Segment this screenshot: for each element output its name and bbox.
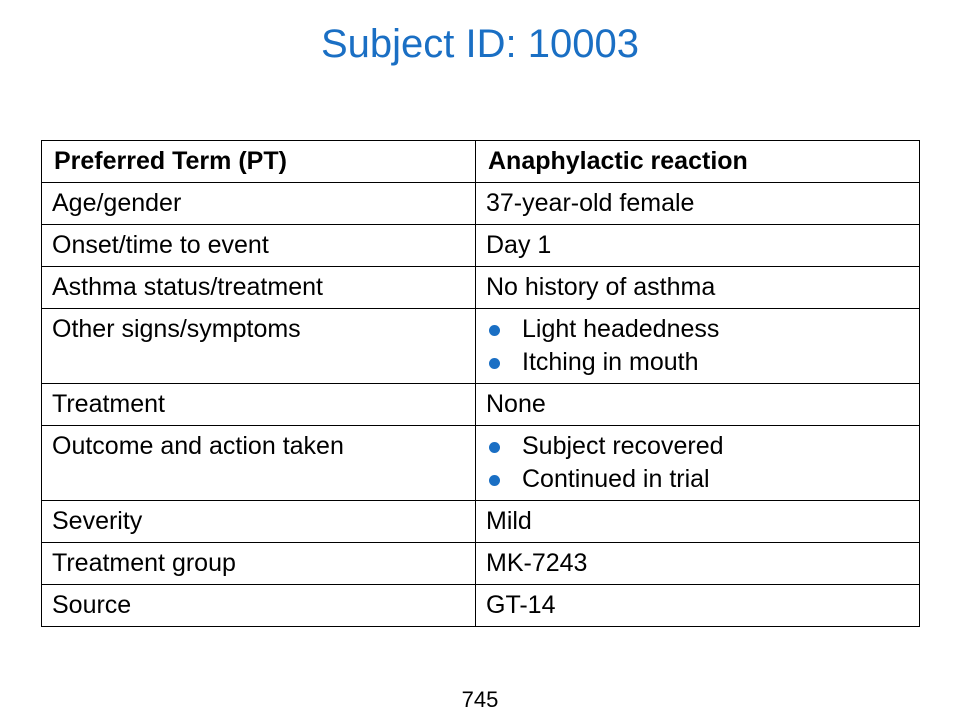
row-label: Treatment group bbox=[41, 542, 476, 585]
row-label: Other signs/symptoms bbox=[41, 308, 476, 384]
bullet-item: Light headedness bbox=[486, 313, 909, 346]
row-label: Asthma status/treatment bbox=[41, 266, 476, 309]
header-preferred-term: Preferred Term (PT) bbox=[41, 140, 476, 183]
row-label: Outcome and action taken bbox=[41, 425, 476, 501]
row-value: GT-14 bbox=[475, 584, 920, 627]
row-value: No history of asthma bbox=[475, 266, 920, 309]
table-row: Source GT-14 bbox=[41, 584, 920, 627]
row-label: Treatment bbox=[41, 383, 476, 426]
row-value: 37-year-old female bbox=[475, 182, 920, 225]
row-value: None bbox=[475, 383, 920, 426]
row-value: Subject recovered Continued in trial bbox=[475, 425, 920, 501]
row-value: Light headedness Itching in mouth bbox=[475, 308, 920, 384]
row-label: Age/gender bbox=[41, 182, 476, 225]
row-label: Severity bbox=[41, 500, 476, 543]
table-row: Age/gender 37-year-old female bbox=[41, 182, 920, 225]
row-value: Mild bbox=[475, 500, 920, 543]
table-row: Onset/time to event Day 1 bbox=[41, 224, 920, 267]
bullet-list: Subject recovered Continued in trial bbox=[486, 430, 909, 496]
slide-title: Subject ID: 10003 bbox=[321, 22, 639, 66]
table-row: Asthma status/treatment No history of as… bbox=[41, 266, 920, 309]
bullet-item: Subject recovered bbox=[486, 430, 909, 463]
table-row: Outcome and action taken Subject recover… bbox=[41, 425, 920, 501]
row-value: MK-7243 bbox=[475, 542, 920, 585]
row-label: Onset/time to event bbox=[41, 224, 476, 267]
row-label: Source bbox=[41, 584, 476, 627]
table-row: Treatment group MK-7243 bbox=[41, 542, 920, 585]
table-row: Treatment None bbox=[41, 383, 920, 426]
bullet-list: Light headedness Itching in mouth bbox=[486, 313, 909, 379]
bullet-item: Itching in mouth bbox=[486, 346, 909, 379]
adverse-event-table: Preferred Term (PT) Anaphylactic reactio… bbox=[41, 140, 920, 627]
bullet-item: Continued in trial bbox=[486, 463, 909, 496]
header-anaphylactic-reaction: Anaphylactic reaction bbox=[475, 140, 920, 183]
table-header-row: Preferred Term (PT) Anaphylactic reactio… bbox=[41, 140, 920, 183]
row-value: Day 1 bbox=[475, 224, 920, 267]
page-number: 745 bbox=[461, 687, 499, 712]
table-row: Other signs/symptoms Light headedness It… bbox=[41, 308, 920, 384]
table-row: Severity Mild bbox=[41, 500, 920, 543]
